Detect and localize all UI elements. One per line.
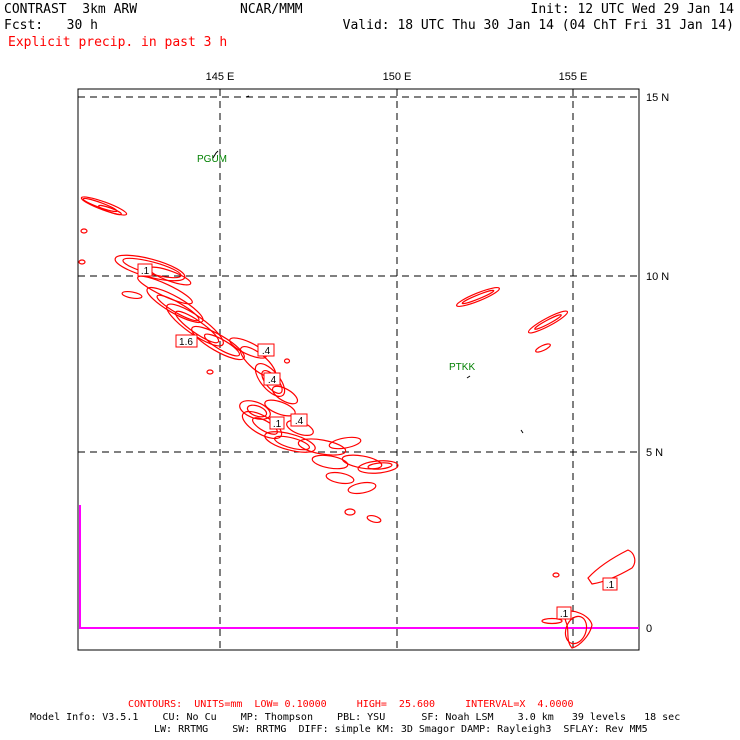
contour-label-box xyxy=(556,606,572,620)
contour-label: .4 xyxy=(268,375,277,386)
init-time: Init: 12 UTC Wed 29 Jan 14 xyxy=(530,2,735,17)
model-info-line2: LW: RRTMG SW: RRTMG DIFF: simple KM: 3D … xyxy=(154,724,648,735)
forecast-hour: Fcst: 30 h xyxy=(4,18,98,33)
contour-label-box xyxy=(175,334,198,348)
contour-label: .1 xyxy=(141,266,150,277)
contour-label: .4 xyxy=(295,416,304,427)
contour-label: .4 xyxy=(262,346,271,357)
contour-label: .1 xyxy=(273,419,282,430)
map-frame xyxy=(77,88,640,651)
contour-label-box xyxy=(257,343,275,357)
valid-time: Valid: 18 UTC Thu 30 Jan 14 (04 ChT Fri … xyxy=(342,18,734,33)
station-label-pgum: PGUM xyxy=(197,154,227,165)
model-info-line1: Model Info: V3.5.1 CU: No Cu MP: Thompso… xyxy=(30,712,681,723)
lat-label-equator: 0 xyxy=(646,623,652,635)
lon-label-145e: 145 E xyxy=(206,71,235,83)
contour-label-box xyxy=(290,413,308,427)
contour-label: .1 xyxy=(606,580,615,591)
model-title: CONTRAST 3km ARW xyxy=(4,2,138,17)
precip-contours xyxy=(78,196,636,649)
lon-label-150e: 150 E xyxy=(383,71,412,83)
contour-label-box xyxy=(263,372,281,386)
contour-label: .1 xyxy=(560,609,569,620)
lon-label-155e: 155 E xyxy=(559,71,588,83)
lat-label-5n: 5 N xyxy=(646,447,663,459)
graticule xyxy=(78,89,639,650)
station-label-ptkk: PTKK xyxy=(449,362,475,373)
field-description: Explicit precip. in past 3 h xyxy=(8,35,228,50)
institution-label: NCAR/MMM xyxy=(240,2,303,17)
contour-info: CONTOURS: UNITS=mm LOW= 0.10000 HIGH= 25… xyxy=(128,699,574,710)
lat-label-15n: 15 N xyxy=(646,92,669,104)
coastline xyxy=(212,95,524,434)
contour-label-box xyxy=(602,577,618,591)
contour-label-box xyxy=(137,263,153,277)
domain-boundary xyxy=(79,505,639,629)
contour-label-box xyxy=(269,416,285,430)
contour-label: 1.6 xyxy=(179,337,193,348)
lat-label-10n: 10 N xyxy=(646,271,669,283)
